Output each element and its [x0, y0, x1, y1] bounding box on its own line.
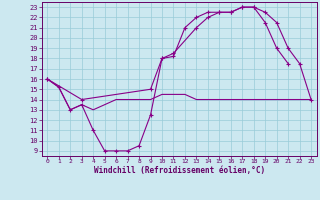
X-axis label: Windchill (Refroidissement éolien,°C): Windchill (Refroidissement éolien,°C)	[94, 166, 265, 175]
